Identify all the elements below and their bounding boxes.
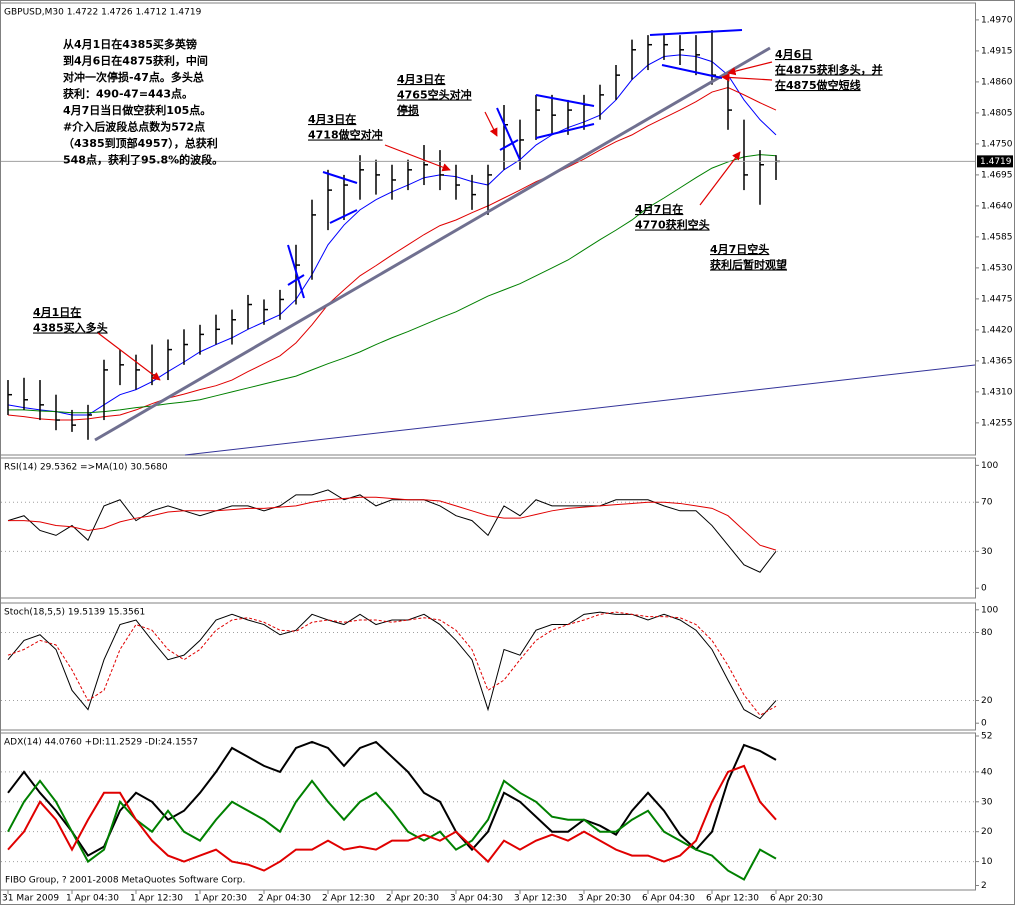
annotation: 获利：490-47=443点。 [63, 87, 193, 101]
moving-average [7, 87, 777, 421]
pattern-lines [287, 29, 743, 299]
panel-frame [0, 2, 976, 456]
y-tick-label: 1.4640 [981, 201, 1013, 211]
y-tick-label: 1.4585 [981, 232, 1013, 242]
y-tick-label: 100 [981, 461, 998, 471]
last-price-label: 1.4719 [980, 157, 1012, 167]
y-tick-label: 1.4750 [981, 139, 1013, 149]
y-tick-label: 2 [981, 881, 987, 891]
annotation: 对冲一次停损-47点。多头总 [63, 70, 204, 84]
y-tick-label: 40 [981, 767, 993, 777]
annotation: 4718做空对冲 [308, 128, 383, 142]
x-tick-label: 6 Apr 12:30 [706, 894, 759, 904]
y-tick-label: 0 [981, 719, 987, 729]
x-tick-label: 6 Apr 04:30 [642, 894, 695, 904]
annotation: 4月3日在 [308, 112, 356, 126]
annotation: 4月7日当日做空获利105点。 [63, 103, 211, 117]
annotation: 从4月1日在4385买多英镑 [63, 37, 197, 51]
y-tick-label: 0 [981, 584, 987, 594]
y-tick-label: 100 [981, 605, 998, 615]
y-tick-label: 1.4860 [981, 77, 1013, 87]
x-tick-label: 2 Apr 20:30 [386, 894, 439, 904]
y-tick-label: 10 [981, 857, 993, 867]
panel-title: ADX(14) 44.0760 +DI:11.2529 -DI:24.1557 [4, 738, 198, 748]
x-tick-label: 3 Apr 12:30 [514, 894, 567, 904]
x-tick-label: 1 Apr 20:30 [194, 894, 247, 904]
x-tick-label: 6 Apr 20:30 [770, 894, 823, 904]
y-tick-label: 1.4970 [981, 15, 1013, 25]
y-tick-label: 70 [981, 498, 993, 508]
y-tick-label: 1.4530 [981, 263, 1013, 273]
annotation: （4385到顶部4957），总获利 [63, 136, 218, 150]
indicator-line [7, 764, 777, 872]
x-tick-label: 1 Apr 12:30 [130, 894, 183, 904]
footer: FIBO Group, ? 2001-2008 MetaQuotes Softw… [5, 876, 245, 886]
annotation: 停损 [397, 103, 419, 117]
panel-frame [0, 602, 976, 731]
panel-title: GBPUSD,M30 1.4722 1.4726 1.4712 1.4719 [4, 8, 202, 18]
panel-title: Stoch(18,5,5) 19.5139 15.3561 [4, 608, 145, 618]
x-tick-label: 2 Apr 12:30 [322, 894, 375, 904]
y-tick-label: 1.4420 [981, 325, 1013, 335]
annotation: 到4月6日在4875获利，中间 [63, 54, 208, 68]
indicator-line [7, 611, 777, 720]
y-tick-label: 52 [981, 731, 992, 741]
x-tick-label: 31 Mar 2009 [2, 894, 59, 904]
x-tick-label: 1 Apr 04:30 [66, 894, 119, 904]
panel-frame [0, 457, 976, 599]
indicator-line [7, 489, 777, 573]
trend-line [184, 364, 976, 456]
annotation: 在4875获利多头，并 [775, 63, 883, 77]
annotation: 获利后暂时观望 [710, 258, 787, 272]
y-tick-label: 30 [981, 797, 993, 807]
y-tick-label: 20 [981, 827, 993, 837]
indicator-line [7, 611, 777, 716]
annotation: 4月1日在 [33, 305, 81, 319]
panel-title: RSI(14) 29.5362 =>MA(10) 30.5680 [4, 463, 168, 473]
annotation: 4月6日 [775, 48, 812, 61]
panel-frame [0, 732, 976, 891]
y-tick-label: 1.4695 [981, 170, 1013, 180]
annotation: 4月7日在 [635, 202, 683, 216]
x-tick-label: 3 Apr 20:30 [578, 894, 631, 904]
y-tick-label: 1.4365 [981, 356, 1013, 366]
annotation: 4770获利空头 [635, 218, 710, 232]
annotation: #介入后波段总点数为572点 [63, 120, 205, 134]
moving-average [8, 154, 777, 414]
x-tick-label: 3 Apr 04:30 [450, 894, 503, 904]
drawings [94, 29, 976, 456]
y-tick-label: 1.4915 [981, 46, 1013, 56]
trend-line [94, 46, 771, 442]
annotation: 4765空头对冲 [397, 88, 472, 102]
indicator-line [7, 740, 777, 857]
y-tick-label: 1.4255 [981, 418, 1013, 428]
y-tick-label: 80 [981, 628, 993, 638]
indicator-line [8, 496, 777, 551]
annotation: 548点，获利了95.8%的波段。 [63, 153, 223, 167]
y-tick-label: 1.4805 [981, 108, 1013, 118]
annotation: 4月3日在 [397, 72, 445, 86]
y-tick-label: 1.4310 [981, 387, 1013, 397]
y-tick-label: 30 [981, 547, 993, 557]
y-tick-label: 20 [981, 696, 993, 706]
arrows [97, 61, 773, 381]
y-tick-label: 1.4475 [981, 294, 1013, 304]
annotation: 4月7日空头 [710, 242, 769, 256]
x-tick-label: 2 Apr 04:30 [258, 894, 311, 904]
last-price-box [977, 155, 1013, 168]
annotation: 4385买入多头 [33, 321, 108, 335]
annotation: 在4875做空短线 [775, 78, 861, 92]
